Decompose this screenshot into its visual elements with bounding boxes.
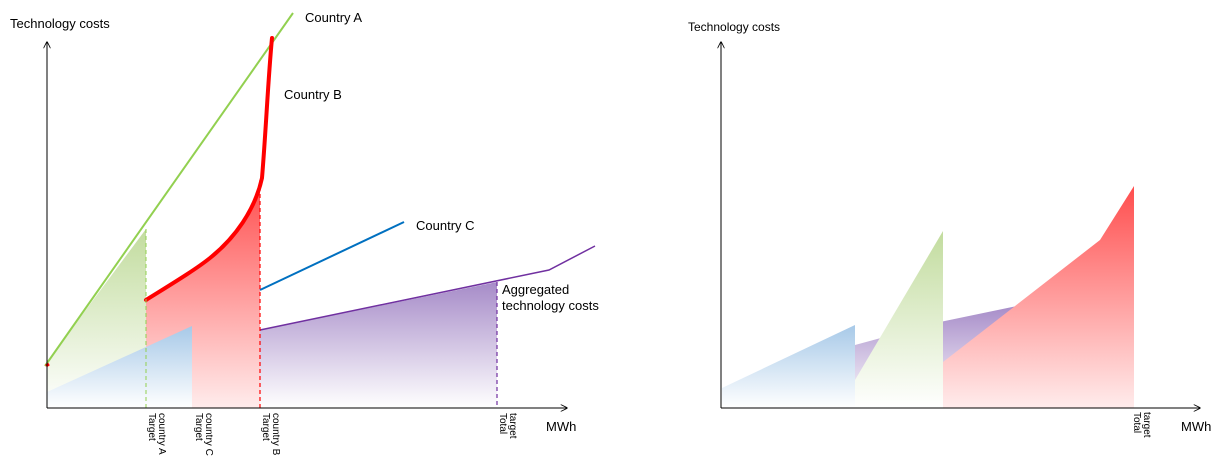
- left-y-axis-label: Technology costs: [10, 16, 110, 31]
- right-diagram: Technology costs MWh Total target: [688, 20, 1211, 438]
- right-total-target-label: Total target: [1131, 412, 1152, 438]
- left-x-axis-label: MWh: [546, 419, 576, 434]
- country-a-line: [44, 12, 294, 367]
- target-b-line1: Target: [260, 413, 271, 441]
- target-c-line2: country C: [203, 413, 214, 456]
- target-country-a-label: Target country A: [146, 413, 167, 455]
- target-country-c-label: Target country C: [193, 413, 214, 456]
- country-c-line: [259, 221, 405, 291]
- right-total-target-line1: Total: [1131, 412, 1142, 433]
- country-a-label: Country A: [305, 10, 362, 25]
- target-b-line2: country B: [270, 413, 281, 456]
- country-c-label: Country C: [416, 218, 475, 233]
- right-red-area: [943, 186, 1134, 408]
- aggregated-label: Aggregated technology costs: [502, 282, 599, 313]
- right-y-axis-label: Technology costs: [688, 20, 780, 34]
- right-total-target-line2: target: [1141, 412, 1152, 438]
- right-green-area: [855, 231, 943, 408]
- aggregated-label-line2: technology costs: [502, 298, 599, 313]
- country-b-line: [144, 36, 274, 302]
- left-diagram: Technology costs MWh Country A Country B…: [10, 10, 599, 456]
- total-target-label: Total target: [497, 413, 518, 439]
- country-b-label: Country B: [284, 87, 342, 102]
- right-x-axis-label: MWh: [1181, 419, 1211, 434]
- total-target-line2: target: [507, 413, 518, 439]
- right-blue-area: [722, 325, 855, 408]
- aggregated-line: [259, 245, 596, 331]
- target-c-line1: Target: [193, 413, 204, 441]
- country-c-area: [47, 326, 192, 408]
- target-country-b-label: Target country B: [260, 413, 281, 456]
- total-target-line1: Total: [497, 413, 508, 434]
- aggregated-label-line1: Aggregated: [502, 282, 569, 297]
- target-a-line2: country A: [156, 413, 167, 455]
- target-a-line1: Target: [146, 413, 157, 441]
- aggregated-area: [260, 282, 497, 408]
